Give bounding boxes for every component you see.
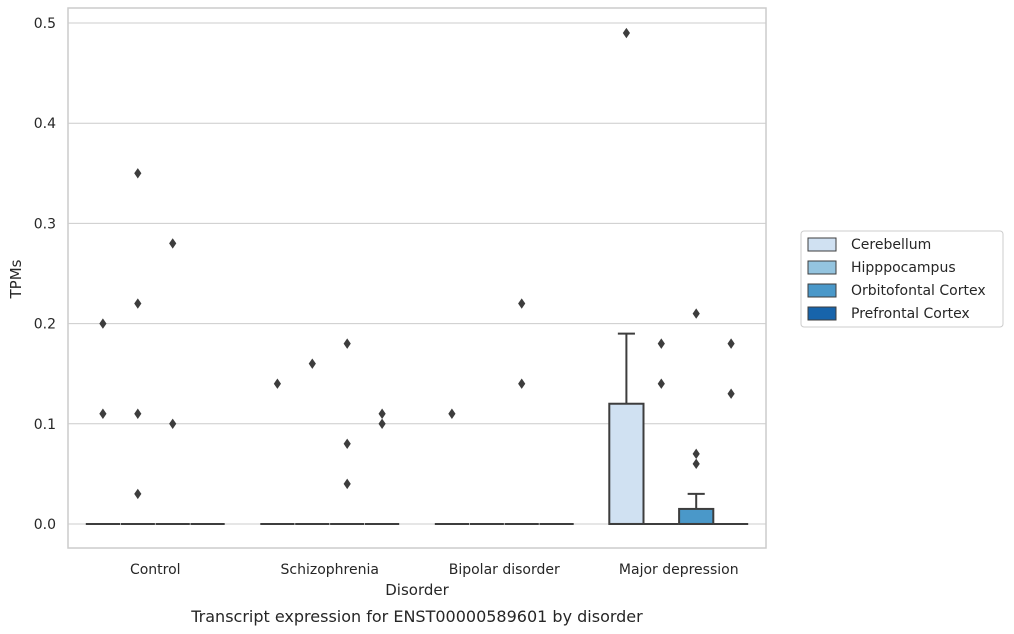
legend-label: Orbitofontal Cortex [851, 283, 986, 299]
legend-label: Hipppocampus [851, 260, 956, 276]
legend-label: Prefrontal Cortex [851, 306, 970, 322]
outlier-point [343, 338, 351, 349]
x-tick-label: Bipolar disorder [449, 562, 560, 578]
legend-swatch [807, 283, 837, 298]
outlier-point [343, 478, 351, 490]
outlier-point [99, 408, 107, 419]
outlier-point [692, 448, 700, 460]
grid-layer [68, 22, 766, 525]
y-tick-label: 0.5 [34, 16, 56, 32]
legend-swatch [807, 237, 837, 252]
x-tick-label: Major depression [619, 562, 739, 578]
outlier-point [308, 358, 316, 369]
y-tick-label: 0.1 [34, 417, 56, 433]
box [678, 507, 715, 525]
outlier-point [169, 238, 177, 249]
outlier-point [134, 168, 142, 179]
chart-caption: Transcript expression for ENST0000058960… [190, 607, 643, 626]
y-tick-label: 0.4 [34, 116, 56, 132]
outlier-point [518, 378, 526, 389]
outlier-point [727, 338, 735, 349]
outlier-point [657, 378, 665, 389]
plot-frame [67, 7, 767, 549]
x-tick-label: Schizophrenia [281, 562, 379, 578]
outlier-point [448, 408, 456, 419]
ticks-layer: 0.0 0.1 0.2 0.3 0.4 0.5 Control Schizophrenia Bi… [34, 16, 739, 578]
outlier-point [692, 308, 700, 319]
legend-frame [800, 230, 1004, 328]
y-tick-label: 0.0 [34, 517, 56, 533]
outlier-point [727, 388, 735, 399]
outlier-point [378, 418, 386, 429]
outlier-point [273, 378, 281, 389]
y-tick-label: 0.2 [34, 317, 56, 333]
outlier-point [99, 318, 107, 329]
outlier-point [343, 438, 351, 450]
legend: Cerebellum Hipppocampus Orbitofontal Corte… [800, 230, 1004, 328]
outlier-point [657, 338, 665, 349]
outlier-point [622, 27, 630, 39]
outlier-point [378, 408, 386, 419]
y-tick-label: 0.3 [34, 216, 56, 232]
x-axis-label: Disorder [385, 581, 449, 599]
outlier-point [169, 418, 177, 429]
outlier-point [134, 488, 142, 500]
outlier-point [518, 298, 526, 309]
outlier-point [692, 458, 700, 470]
box [608, 402, 645, 525]
x-tick-label: Control [130, 562, 181, 578]
frame-layer [67, 7, 767, 549]
outlier-point [134, 408, 142, 419]
legend-swatch [807, 260, 837, 275]
outlier-point [134, 298, 142, 309]
boxes-layer [85, 27, 749, 525]
legend-swatch [807, 306, 837, 321]
legend-label: Cerebellum [851, 237, 931, 253]
y-axis-label: TPMs [7, 259, 25, 299]
